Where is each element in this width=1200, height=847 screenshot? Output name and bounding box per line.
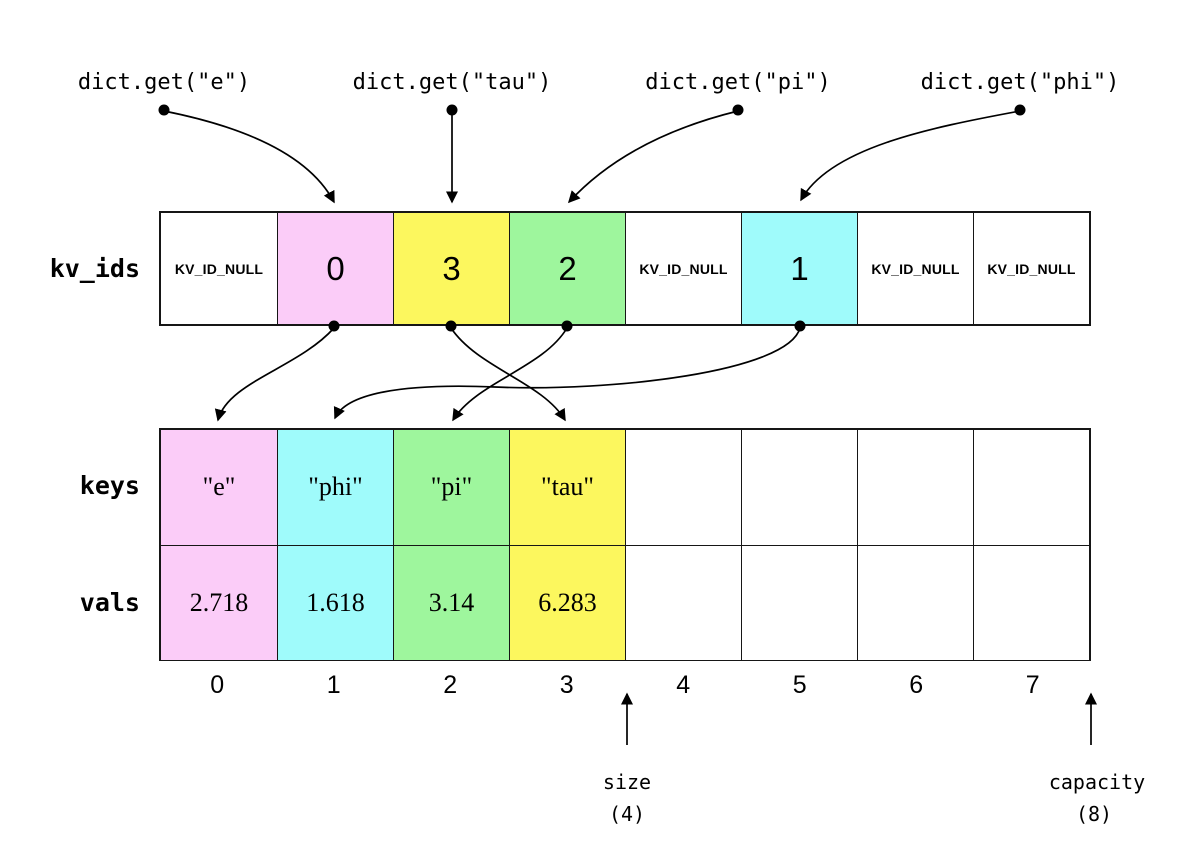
id-arrow-slot5-to-key1 [333,327,801,420]
keys-row: "e" "phi" "pi" "tau" [161,430,1089,545]
keys-row-label: keys [79,471,140,500]
id-arrow-slot1-to-key0 [214,327,335,422]
keys-cell-5 [741,430,857,545]
query-label-pi: dict.get("pi") [645,70,831,95]
index-label-4: 4 [676,671,691,699]
keys-cell-3: "tau" [509,430,625,545]
query-dot-pi [732,104,744,116]
index-label-1: 1 [326,671,341,699]
keys-cell-1: "phi" [277,430,393,545]
keys-vals-table: "e" "phi" "pi" "tau" 2.718 1.618 3.14 6.… [159,428,1091,661]
kv-ids-cell-3: 2 [509,213,625,324]
query-arrow-pi-to-slot3 [567,110,739,204]
keys-cell-2: "pi" [393,430,509,545]
kv-ids-cell-6: KV_ID_NULL [857,213,973,324]
index-label-0: 0 [210,671,225,699]
vals-cell-7 [973,545,1089,660]
size-label: size [602,770,652,794]
vals-cell-1: 1.618 [277,545,393,660]
size-value: (4) [608,802,646,826]
kv-ids-cell-4: KV_ID_NULL [625,213,741,324]
vals-cell-5 [741,545,857,660]
id-arrow-slot3-to-key2 [452,327,568,422]
vals-row-label: vals [79,588,140,617]
query-dot-phi [1014,104,1026,116]
keys-cell-0: "e" [161,430,277,545]
vals-cell-6 [857,545,973,660]
query-label-e: dict.get("e") [77,70,251,95]
id-arrow-slot2-to-key3 [450,327,566,422]
query-dot-e [158,104,170,116]
keys-cell-4 [625,430,741,545]
kv-ids-row: KV_ID_NULL 0 3 2 KV_ID_NULL 1 KV_ID_NULL… [161,213,1089,324]
index-label-5: 5 [792,671,807,699]
kv-ids-cell-5: 1 [741,213,857,324]
capacity-label: capacity [1048,770,1146,794]
kv-ids-array: KV_ID_NULL 0 3 2 KV_ID_NULL 1 KV_ID_NULL… [159,211,1091,326]
keys-cell-6 [857,430,973,545]
vals-cell-4 [625,545,741,660]
keys-cell-7 [973,430,1089,545]
query-arrow-e-to-slot1 [163,110,335,204]
capacity-value: (8) [1075,802,1113,826]
vals-cell-0: 2.718 [161,545,277,660]
query-arrow-phi-to-slot5 [800,110,1021,202]
kv-ids-cell-2: 3 [393,213,509,324]
kv-ids-cell-0: KV_ID_NULL [161,213,277,324]
index-label-3: 3 [559,671,574,699]
vals-row: 2.718 1.618 3.14 6.283 [161,544,1089,660]
vals-cell-3: 6.283 [509,545,625,660]
query-label-tau: dict.get("tau") [352,70,552,95]
kv-ids-row-label: kv_ids [49,254,140,283]
query-label-phi: dict.get("phi") [920,70,1120,95]
index-label-2: 2 [443,671,458,699]
index-label-7: 7 [1025,671,1040,699]
query-dot-tau [446,104,458,116]
index-label-6: 6 [909,671,924,699]
kv-ids-cell-7: KV_ID_NULL [973,213,1089,324]
index-labels: 0 1 2 3 4 5 6 7 [159,671,1091,700]
vals-cell-2: 3.14 [393,545,509,660]
kv-ids-cell-1: 0 [277,213,393,324]
